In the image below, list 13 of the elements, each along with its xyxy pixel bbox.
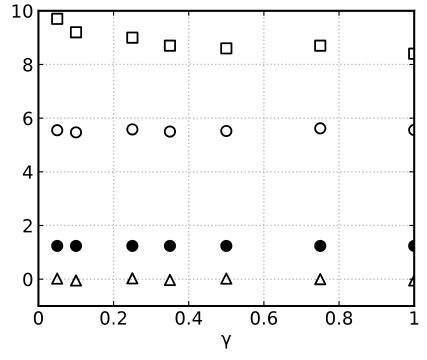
x-tick-label: 0.8	[326, 311, 352, 325]
y-tick-label: 8	[23, 58, 32, 72]
y-tick-label: 0	[23, 272, 32, 286]
y-tick-label: 6	[23, 112, 32, 126]
x-tick-label: 0.2	[100, 311, 126, 325]
x-tick-label: 0.6	[250, 311, 278, 325]
y-tick-label: 10	[12, 4, 32, 18]
x-tick-label: 1	[410, 311, 418, 325]
x-axis-title: γ	[221, 334, 232, 349]
x-tick-label: 0	[34, 311, 43, 325]
y-tick-label: 2	[23, 218, 32, 232]
y-tick-label: 4	[22, 166, 33, 179]
x-tick-label: 0.4	[176, 311, 202, 325]
